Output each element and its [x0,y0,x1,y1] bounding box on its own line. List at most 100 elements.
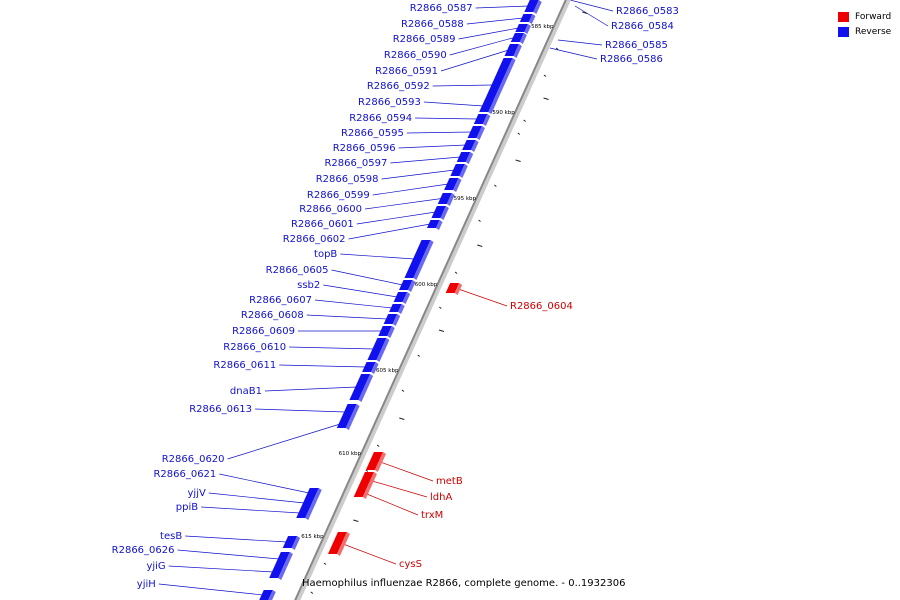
gene-label-trxM[interactable]: trxM [421,510,443,521]
reverse-gene-ppiB[interactable] [296,508,313,520]
gene-label-R2866_0587[interactable]: R2866_0587 [410,3,473,14]
gene-label-R2866_0593[interactable]: R2866_0593 [358,97,421,108]
reverse-gene-R2866_0591[interactable] [504,44,522,58]
gene-label-R2866_0591[interactable]: R2866_0591 [375,66,438,77]
gene-label-R2866_0613[interactable]: R2866_0613 [189,404,252,415]
gene-label-R2866_0600[interactable]: R2866_0600 [299,204,362,215]
forward-gene-R2866_0604[interactable] [445,283,463,295]
reverse-gene-R2866_0610[interactable] [367,338,390,362]
gene-label-R2866_0609[interactable]: R2866_0609 [232,326,295,337]
scale-mark [310,591,314,594]
reverse-gene-ssb2[interactable] [393,292,411,304]
gene-connector [331,269,403,286]
gene-label-R2866_0592[interactable]: R2866_0592 [367,81,430,92]
gene-label-topB[interactable]: topB [314,249,337,260]
reverse-gene-R2866_0595[interactable] [467,126,485,140]
gene-label-R2866_0585[interactable]: R2866_0585 [605,40,668,51]
reverse-gene-R2866_0607[interactable] [389,304,405,314]
forward-gene-metB[interactable] [365,452,386,472]
reverse-gene-R2866_0589[interactable] [515,24,531,34]
gene-label-R2866_0611[interactable]: R2866_0611 [213,360,276,371]
reverse-gene-R2866_0608[interactable] [383,314,401,326]
gene-label-ldhA[interactable]: ldhA [430,492,452,503]
reverse-gene-dnaB1[interactable] [349,374,374,402]
reverse-gene-R2866_0602[interactable] [426,220,443,230]
legend-label-forward: Forward [855,11,892,22]
gene-label-yjiH[interactable]: yjiH [137,579,156,590]
reverse-gene-R2866_0605[interactable] [399,280,416,292]
scale-label: 610 kbp [339,451,362,457]
gene-label-R2866_0589[interactable]: R2866_0589 [393,34,456,45]
legend-swatch-reverse [838,26,849,37]
reverse-gene-yjiH[interactable] [259,590,276,600]
gene-label-R2866_0601[interactable]: R2866_0601 [291,219,354,230]
gene-connector [185,535,287,543]
gene-label-R2866_0599[interactable]: R2866_0599 [307,190,370,201]
reverse-gene-R2866_0596[interactable] [462,140,479,152]
reverse-gene-R2866_0590[interactable] [510,33,527,44]
reverse-gene-R2866_0592[interactable] [479,58,516,114]
gene-label-R2866_0602[interactable]: R2866_0602 [283,234,346,245]
reverse-gene-R2866_0600[interactable] [437,193,455,206]
gene-label-R2866_0595[interactable]: R2866_0595 [341,128,404,139]
reverse-gene-R2866_0599[interactable] [444,178,462,192]
gene-label-ssb2[interactable]: ssb2 [297,280,320,291]
gene-connector [569,0,614,12]
gene-label-R2866_0590[interactable]: R2866_0590 [384,50,447,61]
gene-label-R2866_0586[interactable]: R2866_0586 [600,54,663,65]
gene-connector [398,144,466,149]
gene-label-metB[interactable]: metB [436,476,463,487]
reverse-gene-R2866_0609[interactable] [378,326,395,338]
scale-mark [439,306,442,309]
reverse-gene-yjjV[interactable] [300,498,318,510]
gene-label-cysS[interactable]: cysS [399,559,422,570]
gene-label-yjjV[interactable]: yjjV [188,488,206,499]
gene-connector [314,299,393,309]
gene-label-yjiG[interactable]: yjiG [146,561,165,572]
scale-mark [517,132,521,135]
scale-mark [399,417,405,420]
reverse-gene-tesB[interactable] [282,536,301,550]
gene-label-R2866_0583[interactable]: R2866_0583 [616,6,679,17]
gene-label-R2866_0597[interactable]: R2866_0597 [324,158,387,169]
gene-label-ppiB[interactable]: ppiB [176,502,198,513]
gene-label-R2866_0596[interactable]: R2866_0596 [333,143,396,154]
reverse-gene-R2866_0601[interactable] [431,206,449,220]
gene-label-R2866_0610[interactable]: R2866_0610 [223,342,286,353]
forward-gene-ldhA[interactable] [357,472,377,490]
gene-label-R2866_0588[interactable]: R2866_0588 [401,19,464,30]
legend-swatch-forward [838,11,849,22]
scale-mark [555,47,559,50]
reverse-gene-R2866_0613[interactable] [340,404,360,422]
gene-label-dnaB1[interactable]: dnaB1 [230,386,262,397]
reverse-gene-R2866_0587[interactable] [524,0,542,14]
gene-label-R2866_0607[interactable]: R2866_0607 [249,295,312,306]
reverse-gene-topB[interactable] [404,240,434,280]
gene-label-R2866_0626[interactable]: R2866_0626 [112,545,175,556]
gene-connector [306,314,388,320]
gene-connector [255,408,346,413]
gene-label-R2866_0608[interactable]: R2866_0608 [241,310,304,321]
reverse-gene-R2866_0611[interactable] [362,362,379,374]
gene-label-R2866_0584[interactable]: R2866_0584 [611,21,674,32]
reverse-gene-R2866_0593[interactable] [479,100,497,114]
reverse-gene-R2866_0594[interactable] [473,114,491,126]
reverse-gene-R2866_0621[interactable] [305,488,322,500]
gene-label-tesB[interactable]: tesB [160,531,182,542]
reverse-gene-yjiG[interactable] [269,566,287,580]
reverse-gene-R2866_0588[interactable] [519,14,536,24]
gene-label-R2866_0605[interactable]: R2866_0605 [266,265,329,276]
gene-label-R2866_0598[interactable]: R2866_0598 [316,174,379,185]
reverse-gene-R2866_0620[interactable] [336,420,353,430]
gene-connector [458,27,519,40]
gene-label-R2866_0594[interactable]: R2866_0594 [349,113,412,124]
scale-mark [515,159,521,162]
reverse-gene-R2866_0597[interactable] [456,152,474,164]
gene-label-R2866_0621[interactable]: R2866_0621 [153,469,216,480]
gene-label-R2866_0620[interactable]: R2866_0620 [162,454,225,465]
gene-label-R2866_0604[interactable]: R2866_0604 [510,301,573,312]
reverse-gene-R2866_0598[interactable] [450,164,468,178]
forward-gene-trxM[interactable] [353,488,370,499]
reverse-gene-R2866_0626[interactable] [274,552,293,568]
forward-gene-cysS[interactable] [327,532,350,556]
